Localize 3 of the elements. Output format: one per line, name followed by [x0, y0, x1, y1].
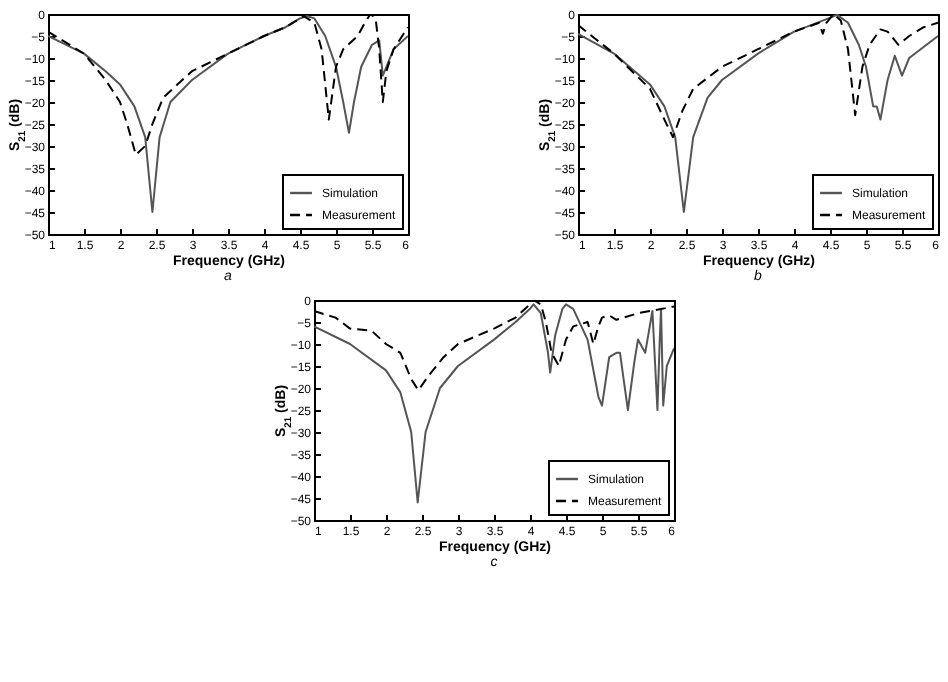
line-series: [313, 303, 673, 504]
line-series: [48, 15, 408, 213]
line-series: [578, 14, 938, 213]
